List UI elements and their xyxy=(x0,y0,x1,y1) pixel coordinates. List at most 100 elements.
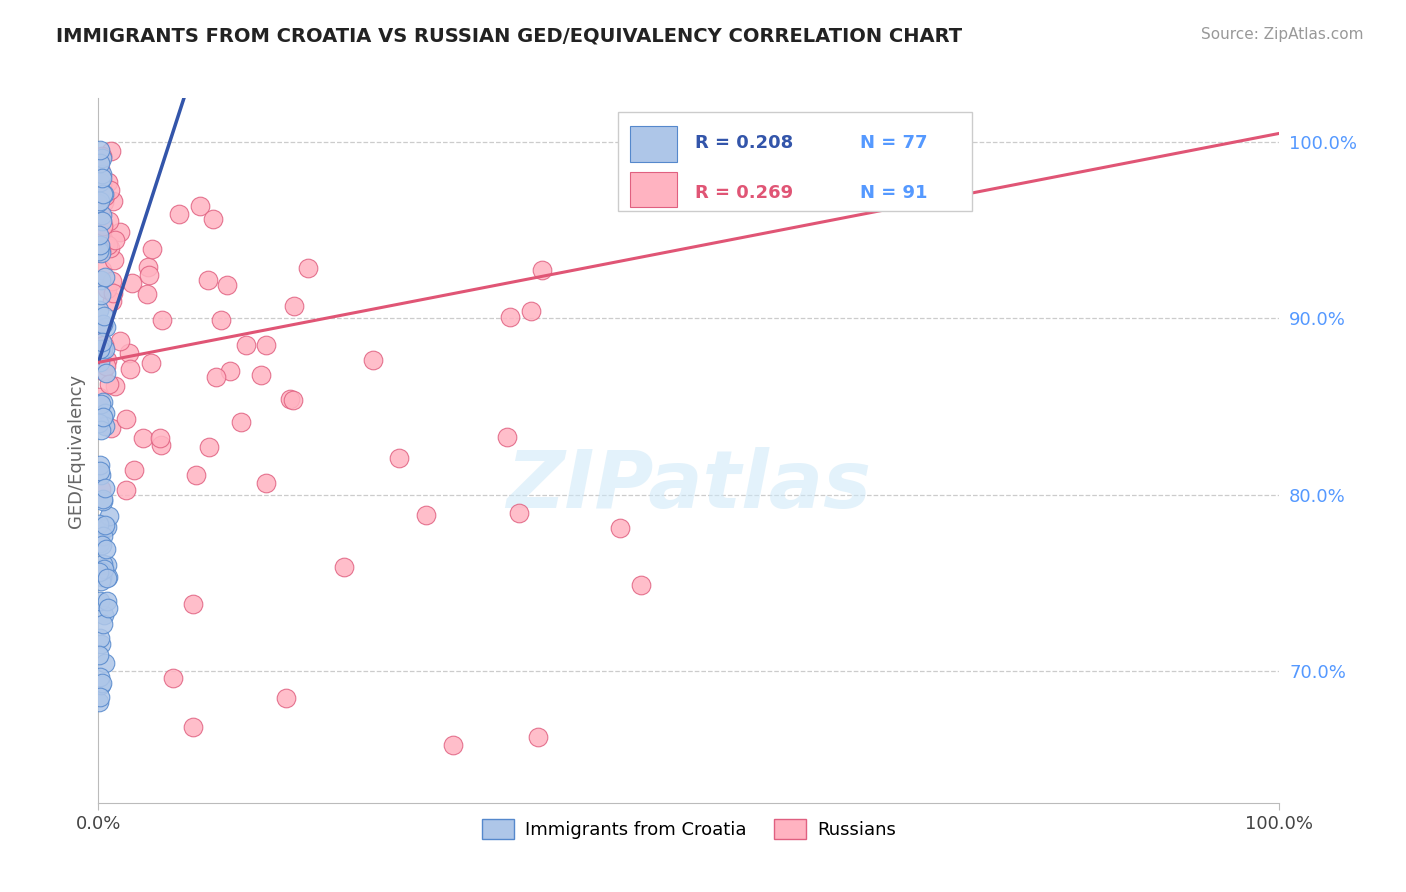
Point xyxy=(103,252,125,267)
Point xyxy=(110,334,132,348)
Point xyxy=(90,245,112,260)
Point xyxy=(96,282,118,296)
Point xyxy=(94,406,117,420)
Point xyxy=(96,238,118,252)
Point xyxy=(96,353,118,368)
Point xyxy=(91,213,114,227)
Point xyxy=(89,390,111,404)
Point xyxy=(122,462,145,476)
Point xyxy=(87,565,110,579)
Point xyxy=(87,648,110,662)
Point xyxy=(90,273,112,287)
Point xyxy=(209,313,232,327)
Point xyxy=(97,175,120,189)
Point xyxy=(115,412,138,426)
Point xyxy=(94,320,117,334)
Text: ZIPatlas: ZIPatlas xyxy=(506,447,872,524)
Point xyxy=(198,440,221,454)
Point xyxy=(89,593,111,607)
Y-axis label: GED/Equivalency: GED/Equivalency xyxy=(66,374,84,527)
Point xyxy=(91,410,114,425)
Point xyxy=(89,458,111,472)
Point xyxy=(93,236,115,251)
Point xyxy=(97,376,120,391)
Point xyxy=(93,418,115,433)
Point xyxy=(361,353,384,368)
Point xyxy=(91,263,114,277)
Point xyxy=(94,366,117,380)
Point xyxy=(219,363,242,377)
Point xyxy=(93,310,115,324)
Point xyxy=(93,187,115,202)
Point xyxy=(93,195,115,210)
Point xyxy=(90,412,112,426)
Point xyxy=(496,430,519,444)
Point xyxy=(136,287,159,301)
Point xyxy=(103,194,125,209)
Point xyxy=(90,397,112,411)
Point xyxy=(150,313,173,327)
Point xyxy=(94,343,117,357)
Point xyxy=(229,415,252,429)
Point xyxy=(89,302,111,317)
Point xyxy=(89,416,111,430)
Point xyxy=(141,242,163,256)
Point xyxy=(89,206,111,220)
Point xyxy=(94,359,117,373)
Point xyxy=(96,600,118,615)
Point xyxy=(89,244,111,258)
Point xyxy=(91,570,114,584)
Point xyxy=(181,597,204,611)
Point xyxy=(121,276,143,290)
Point xyxy=(254,338,277,352)
Point xyxy=(87,344,110,359)
Point xyxy=(91,395,114,409)
Point xyxy=(94,541,117,556)
Point xyxy=(91,186,114,201)
Point xyxy=(117,346,139,360)
Point xyxy=(115,483,138,498)
Point xyxy=(333,560,356,574)
Point xyxy=(89,483,111,497)
FancyBboxPatch shape xyxy=(619,112,973,211)
Point xyxy=(100,421,122,435)
Point xyxy=(90,574,112,588)
Point xyxy=(89,194,111,208)
Point xyxy=(197,273,219,287)
Point xyxy=(90,243,112,257)
Point xyxy=(89,342,111,356)
Point xyxy=(94,189,117,203)
Point xyxy=(149,438,172,452)
Point xyxy=(91,342,114,356)
Point xyxy=(91,491,114,506)
Point xyxy=(90,538,112,552)
Text: N = 77: N = 77 xyxy=(860,134,928,153)
Point xyxy=(101,293,124,308)
Point xyxy=(120,361,142,376)
Point xyxy=(297,261,319,276)
Point xyxy=(89,175,111,189)
Point xyxy=(87,320,110,334)
Point xyxy=(278,392,301,406)
Point xyxy=(90,167,112,181)
Point xyxy=(91,617,114,632)
Point xyxy=(91,557,114,571)
Point xyxy=(89,632,111,646)
Point xyxy=(91,317,114,331)
Legend: Immigrants from Croatia, Russians: Immigrants from Croatia, Russians xyxy=(475,812,903,847)
Text: R = 0.269: R = 0.269 xyxy=(695,185,793,202)
Point xyxy=(508,506,530,520)
FancyBboxPatch shape xyxy=(630,172,678,207)
Point xyxy=(100,144,122,158)
Point xyxy=(94,269,117,284)
Point xyxy=(388,451,411,466)
Point xyxy=(104,233,127,247)
Point xyxy=(162,672,184,686)
Point xyxy=(235,337,257,351)
Point xyxy=(90,423,112,437)
Point xyxy=(91,494,114,508)
Text: IMMIGRANTS FROM CROATIA VS RUSSIAN GED/EQUIVALENCY CORRELATION CHART: IMMIGRANTS FROM CROATIA VS RUSSIAN GED/E… xyxy=(56,27,962,45)
Point xyxy=(188,199,211,213)
Point xyxy=(91,149,114,163)
Point xyxy=(149,431,172,445)
